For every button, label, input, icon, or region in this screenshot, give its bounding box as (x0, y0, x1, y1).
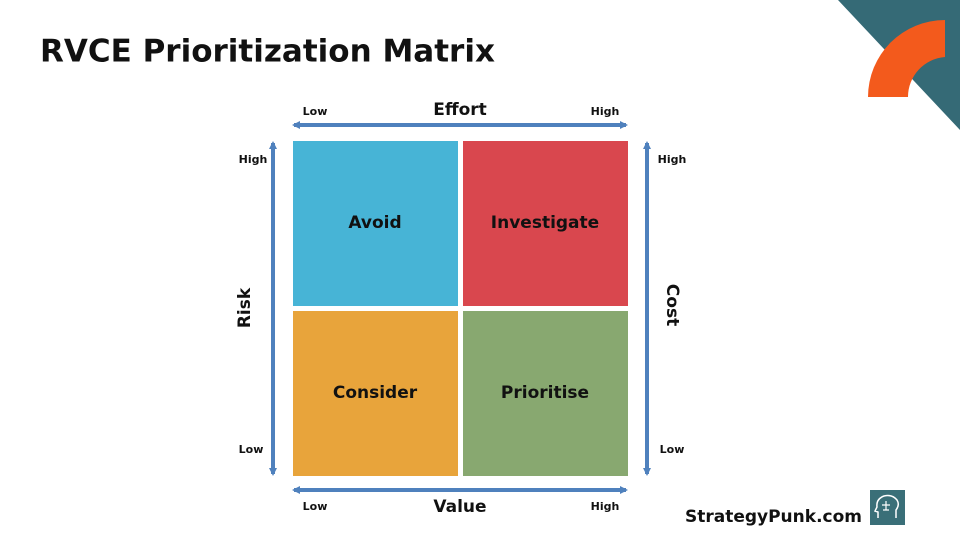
quadrant (293, 311, 458, 476)
axis-label: Value (433, 497, 486, 517)
axis-high: High (591, 500, 620, 513)
quadrant (463, 311, 628, 476)
quadrant-label: Prioritise (501, 383, 589, 403)
brand-logo (870, 490, 905, 525)
axis-high: High (658, 153, 687, 166)
axis-low: Low (660, 443, 685, 456)
brand: StrategyPunk.com (685, 507, 862, 527)
arrows (269, 121, 651, 494)
quadrant-label: Avoid (348, 213, 401, 233)
corner-arc (868, 20, 945, 97)
axis-low: Low (303, 105, 328, 118)
axis-low: Low (303, 500, 328, 513)
title: RVCE Prioritization Matrix (40, 34, 495, 70)
quadrant-label: Consider (333, 383, 418, 403)
axis-label: Effort (433, 100, 487, 120)
axis-low: Low (239, 443, 264, 456)
quadrant-label: Investigate (491, 213, 599, 233)
axis-label: Risk (235, 287, 255, 328)
axis-label: Cost (662, 284, 682, 326)
axis-high: High (239, 153, 268, 166)
axis-high: High (591, 105, 620, 118)
quadrant (463, 141, 628, 306)
quadrant (293, 141, 458, 306)
